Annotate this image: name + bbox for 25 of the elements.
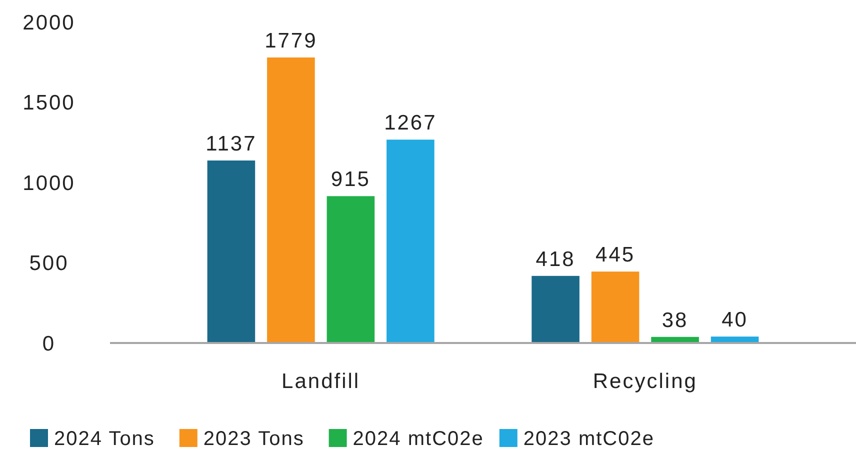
bar [267,57,315,343]
bar [532,276,580,343]
y-tick-label: 2000 [22,11,76,34]
x-tick-label: Recycling [592,370,698,393]
bar [386,140,434,343]
legend-label: 2024 Tons [54,428,155,450]
data-label: 445 [596,244,636,267]
data-label: 40 [722,308,748,332]
x-tick-label: Landfill [282,370,360,393]
data-label: 418 [536,248,576,271]
data-label: 1779 [264,29,318,52]
data-label: 38 [662,308,688,332]
y-tick-label: 1000 [22,172,76,195]
bar [326,196,375,343]
y-tick-label: 1500 [22,92,76,115]
y-tick-label: 500 [29,252,69,276]
bar [591,272,640,343]
legend-label: 2023 Tons [203,428,304,450]
legend-label: 2023 mtC02e [523,428,654,450]
bar [207,160,256,343]
data-label: 1267 [384,112,437,135]
legend-label: 2024 mtC02e [352,428,484,450]
y-tick-label: 0 [42,332,56,356]
data-label: 1137 [206,132,257,156]
data-label: 915 [330,168,370,192]
